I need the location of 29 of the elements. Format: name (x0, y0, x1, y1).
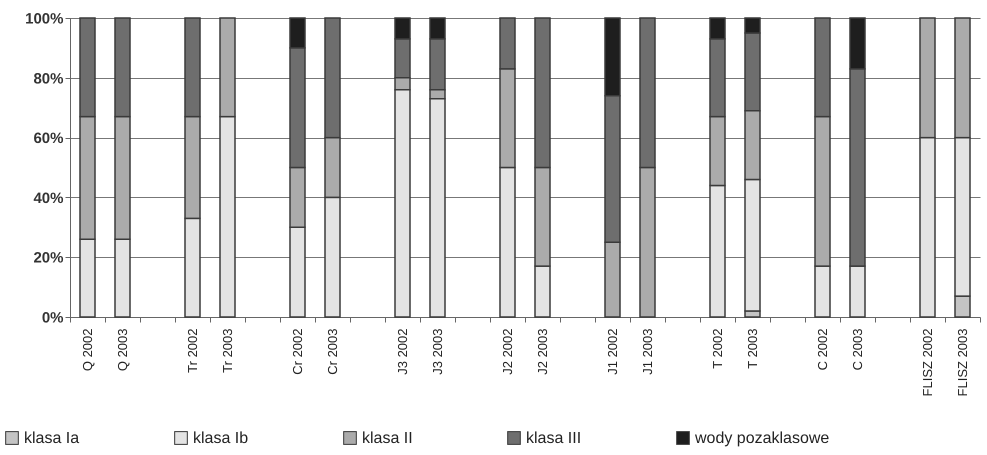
x-tick-label: Cr 2003 (325, 328, 340, 375)
x-tick-label: FLISZ 2002 (920, 328, 935, 396)
legend-label: klasa Ib (193, 430, 248, 447)
legend-label: wody pozaklasowe (694, 430, 830, 447)
y-tick-label: 40% (33, 190, 64, 207)
legend-label: klasa Ia (24, 430, 80, 447)
x-tick-label: J1 2003 (640, 328, 655, 375)
x-tick-label: Cr 2002 (290, 328, 305, 375)
y-tick-label: 0% (42, 310, 64, 326)
x-tick-label: J2 2003 (535, 328, 550, 375)
x-tick-label: T 2002 (710, 328, 725, 369)
x-tick-label: Tr 2002 (185, 328, 200, 373)
x-tick-label: C 2003 (850, 328, 865, 370)
x-tick-label: J3 2003 (430, 328, 445, 375)
x-tick-label: J3 2002 (395, 328, 410, 375)
x-tick-label: T 2003 (745, 328, 760, 369)
x-tick-label: FLISZ 2003 (955, 328, 970, 396)
x-tick-label: Q 2002 (80, 328, 95, 372)
legend-label: klasa II (362, 430, 413, 447)
x-tick-label: J1 2002 (605, 328, 620, 375)
x-tick-label: Q 2003 (115, 328, 130, 372)
y-tick-label: 20% (33, 250, 64, 267)
y-tick-label: 100% (25, 10, 64, 28)
x-tick-label: J2 2002 (500, 328, 515, 375)
x-tick-label: Tr 2003 (220, 328, 235, 373)
y-tick-label: 60% (33, 130, 64, 148)
y-tick-label: 80% (33, 70, 64, 88)
legend-label: klasa III (526, 430, 582, 447)
x-tick-label: C 2002 (815, 328, 830, 370)
